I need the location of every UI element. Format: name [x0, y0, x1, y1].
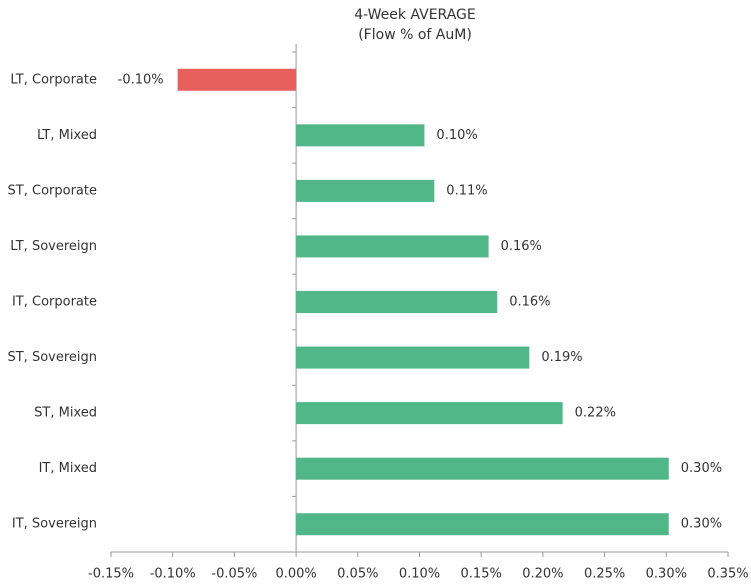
- bar: [296, 124, 425, 147]
- x-tick-label: 0.15%: [461, 567, 502, 582]
- x-tick-label: -0.15%: [88, 567, 134, 582]
- category-label: LT, Corporate: [10, 72, 97, 87]
- category-label: ST, Mixed: [34, 406, 97, 421]
- category-label: ST, Sovereign: [7, 350, 97, 365]
- chart-subtitle: (Flow % of AuM): [358, 27, 472, 43]
- value-label: 0.10%: [436, 128, 477, 143]
- value-label: 0.19%: [541, 350, 582, 365]
- category-label: LT, Mixed: [37, 128, 97, 143]
- value-label: 0.16%: [501, 239, 542, 254]
- value-label: 0.22%: [575, 406, 616, 421]
- bar: [296, 291, 498, 313]
- bar: [296, 457, 669, 480]
- value-label: 0.11%: [446, 183, 487, 198]
- value-label: 0.30%: [681, 517, 722, 532]
- value-label: -0.10%: [118, 72, 164, 87]
- x-tick-label: 0.05%: [337, 567, 378, 582]
- category-label: IT, Corporate: [12, 295, 97, 310]
- bar: [296, 235, 489, 258]
- x-tick-label: -0.10%: [150, 567, 196, 582]
- value-label: 0.30%: [681, 461, 722, 476]
- x-tick-label: 0.30%: [646, 567, 687, 582]
- category-label: IT, Sovereign: [12, 517, 97, 532]
- x-tick-label: 0.25%: [584, 567, 625, 582]
- category-label: IT, Mixed: [39, 461, 97, 476]
- x-tick-label: 0.00%: [275, 567, 316, 582]
- x-tick-label: -0.05%: [211, 567, 257, 582]
- x-tick-label: 0.10%: [399, 567, 440, 582]
- chart-title: 4-Week AVERAGE: [354, 7, 476, 23]
- category-label: ST, Corporate: [8, 183, 97, 198]
- bar: [296, 346, 530, 369]
- bar: [296, 513, 669, 536]
- bar: [177, 68, 297, 91]
- bar: [296, 402, 563, 425]
- x-tick-label: 0.35%: [707, 567, 748, 582]
- category-label: LT, Sovereign: [10, 239, 97, 254]
- x-tick-label: 0.20%: [522, 567, 563, 582]
- bar: [296, 179, 435, 202]
- value-label: 0.16%: [509, 295, 550, 310]
